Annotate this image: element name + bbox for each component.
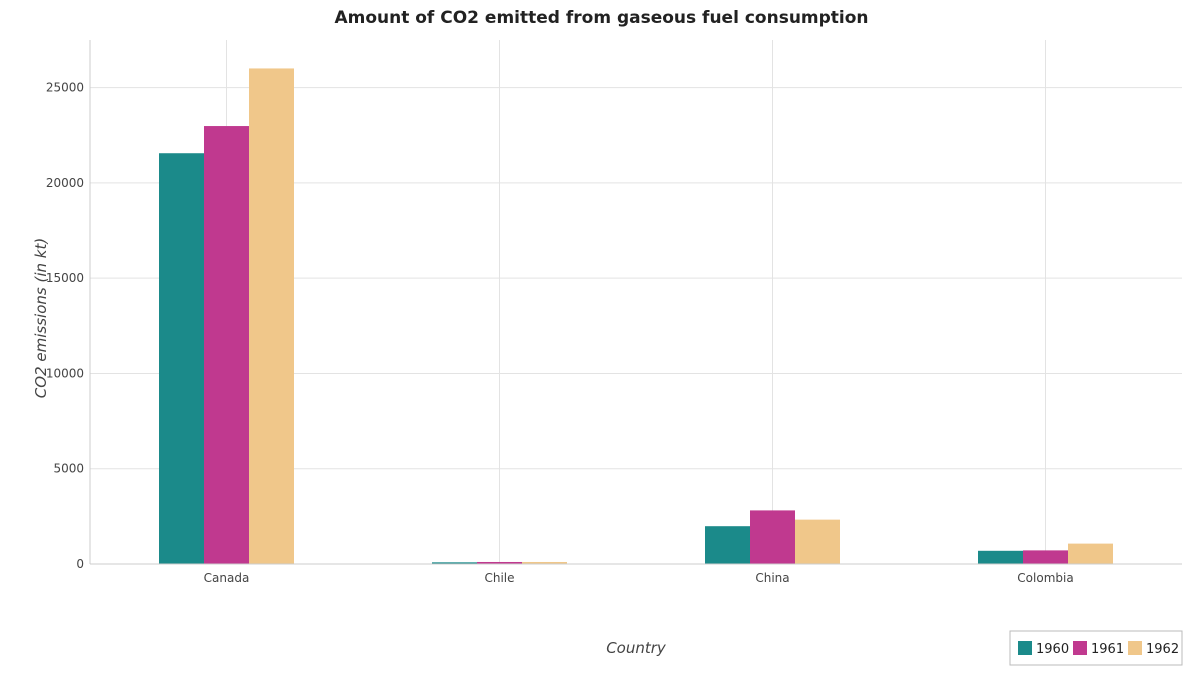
bar-chile-1961 — [477, 561, 522, 564]
bar-canada-1961 — [204, 126, 249, 564]
legend: 1960 1961 1962 — [1009, 630, 1183, 666]
legend-label-1960: 1960 — [1036, 642, 1069, 657]
bar-colombia-1960 — [978, 550, 1023, 564]
bar-canada-1962 — [249, 68, 294, 565]
legend-box — [1009, 630, 1183, 666]
x-tick-label: China — [755, 571, 789, 585]
legend-label-1962: 1962 — [1146, 642, 1179, 657]
bar-canada-1960 — [159, 153, 204, 564]
bar-colombia-1962 — [1068, 543, 1113, 564]
x-tick-label: Chile — [484, 571, 514, 585]
bar-chile-1962 — [522, 561, 567, 564]
x-tick-label: Canada — [204, 571, 250, 585]
x-tick-label: Colombia — [1017, 571, 1073, 585]
y-tick-label: 20000 — [46, 176, 84, 190]
bar-china-1960 — [705, 526, 750, 564]
y-tick-label: 0 — [76, 557, 84, 571]
y-tick-label: 25000 — [46, 81, 84, 95]
y-tick-label: 10000 — [46, 366, 84, 380]
y-tick-label: 15000 — [46, 271, 84, 285]
legend-swatch-1960 — [1018, 641, 1032, 655]
x-axis-title: Country — [606, 639, 667, 657]
y-axis-title: CO2 emissions (in kt) — [32, 238, 50, 398]
bar-china-1962 — [795, 519, 840, 564]
bar-china-1961 — [750, 510, 795, 564]
bars — [159, 68, 1113, 565]
legend-swatch-1962 — [1128, 641, 1142, 655]
bar-chile-1960 — [432, 562, 477, 564]
legend-label-1961: 1961 — [1091, 642, 1124, 657]
y-tick-label: 5000 — [53, 462, 84, 476]
chart-title: Amount of CO2 emitted from gaseous fuel … — [334, 8, 869, 28]
axes: 0 5000 10000 15000 20000 25000 Canada Chile Chin… — [46, 40, 1182, 585]
legend-swatch-1961 — [1073, 641, 1087, 655]
bar-colombia-1961 — [1023, 550, 1068, 564]
